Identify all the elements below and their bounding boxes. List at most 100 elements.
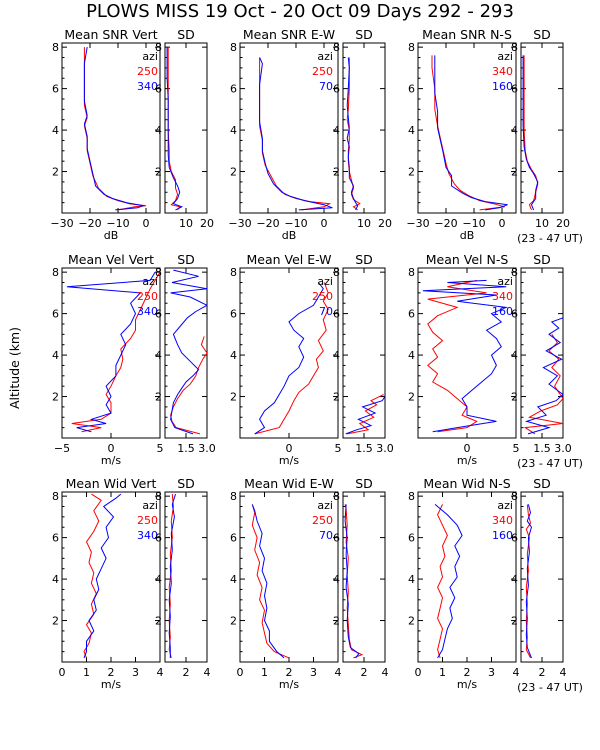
series-group — [522, 55, 539, 211]
legend-entry-red: 340 — [492, 65, 513, 78]
x-tick-label: −30 — [406, 217, 429, 230]
series-group — [259, 57, 333, 211]
y-tick-label: 6 — [511, 532, 518, 545]
y-tick-label: 8 — [333, 41, 340, 54]
x-tick-label: 10 — [179, 217, 193, 230]
legend-heading: azi — [142, 50, 158, 63]
series-group — [170, 269, 207, 435]
x-tick-label: 4 — [157, 666, 164, 679]
x-tick-label: 2 — [464, 666, 471, 679]
series-group — [168, 493, 176, 659]
y-tick-label: 2 — [333, 391, 340, 404]
series-line-red — [344, 504, 364, 659]
y-tick-label: 4 — [155, 124, 162, 137]
series-group — [422, 279, 509, 433]
y-tick-label: 2 — [155, 615, 162, 628]
series-line-blue — [168, 493, 176, 658]
panel-title: SD — [533, 252, 551, 267]
series-line-blue — [83, 493, 122, 659]
x-tick-label: −20 — [434, 217, 457, 230]
legend-heading: azi — [497, 275, 513, 288]
x-tick-label: 0 — [321, 217, 328, 230]
series-line-blue — [346, 57, 359, 211]
panel-2-3: SD 2 4 6 8 2 4 — [333, 476, 389, 679]
legend-entry-red: 340 — [492, 514, 513, 527]
y-tick-label: 8 — [230, 490, 237, 503]
y-tick-label: 2 — [52, 391, 59, 404]
y-tick-label: 2 — [511, 391, 518, 404]
x-tick-label: 5 — [335, 442, 342, 455]
x-axis-label: m/s — [279, 454, 299, 467]
y-tick-label: 2 — [511, 166, 518, 179]
x-tick-label: 4 — [335, 666, 342, 679]
legend-entry-blue: 340 — [137, 305, 158, 318]
x-tick-label: −20 — [78, 217, 101, 230]
x-tick-label: 4 — [382, 666, 389, 679]
legend-heading: azi — [317, 499, 333, 512]
x-tick-label: 2 — [539, 666, 546, 679]
x-tick-label: 3.0 — [376, 442, 394, 455]
y-tick-label: 2 — [511, 615, 518, 628]
legend-entry-blue: 340 — [137, 80, 158, 93]
y-tick-label: 4 — [511, 349, 518, 362]
y-tick-label: 4 — [230, 124, 237, 137]
series-line-red — [431, 55, 505, 211]
y-tick-label: 2 — [230, 391, 237, 404]
x-tick-label: 0 — [464, 442, 471, 455]
y-tick-label: 4 — [511, 573, 518, 586]
panel-0-2: Mean SNR E-W 2 4 6 8 −30 −20 −10 0 dB azi 250 70 — [228, 27, 339, 242]
y-tick-label: 6 — [511, 308, 518, 321]
series-line-blue — [251, 504, 285, 659]
y-tick-label: 4 — [155, 349, 162, 362]
y-tick-label: 4 — [52, 124, 59, 137]
x-tick-label: 1 — [261, 666, 268, 679]
y-tick-label: 2 — [408, 391, 415, 404]
y-tick-label: 6 — [155, 308, 162, 321]
figure-title: PLOWS MISS 19 Oct - 20 Oct 09 Days 292 -… — [86, 1, 514, 22]
y-tick-label: 8 — [155, 490, 162, 503]
y-tick-label: 4 — [333, 124, 340, 137]
panel-title: Mean Vel E-W — [246, 252, 331, 267]
y-tick-label: 2 — [52, 615, 59, 628]
x-tick-label: 5 — [157, 442, 164, 455]
series-group — [345, 394, 385, 435]
panel-2-2: Mean Wid E-W 2 4 6 8 0 1 2 3 4 m/s azi 250 70 — [230, 476, 342, 691]
panel-1-2: Mean Vel E-W 2 4 6 8 0 5 m/s azi 250 70 — [230, 252, 342, 467]
x-tick-label: 0 — [143, 217, 150, 230]
y-tick-label: 4 — [52, 573, 59, 586]
panel-1-5: SD 2 4 6 8 1.5 3.0 — [511, 252, 572, 455]
y-tick-label: 2 — [155, 166, 162, 179]
x-tick-label: 20 — [378, 217, 392, 230]
panel-0-5: SD 2 4 6 8 10 20 — [511, 27, 570, 230]
series-line-blue — [259, 57, 333, 211]
y-tick-label: 2 — [408, 166, 415, 179]
series-line-blue — [344, 504, 360, 659]
legend-heading: azi — [497, 499, 513, 512]
x-tick-label: 20 — [556, 217, 570, 230]
panel-title: SD — [533, 27, 551, 42]
y-tick-label: 8 — [52, 490, 59, 503]
x-tick-label: 10 — [357, 217, 371, 230]
series-group — [251, 504, 290, 659]
x-tick-label: 2 — [286, 666, 293, 679]
plot-frame — [520, 267, 564, 439]
panel-title: SD — [533, 476, 551, 491]
legend-entry-blue: 340 — [137, 529, 158, 542]
x-tick-label: 3 — [132, 666, 139, 679]
x-tick-label: −30 — [50, 217, 73, 230]
series-group — [166, 47, 184, 211]
x-tick-label: −10 — [462, 217, 485, 230]
legend-entry-red: 250 — [312, 65, 333, 78]
x-axis-label: dB — [104, 229, 119, 242]
panel-title: Mean Vel Vert — [68, 252, 154, 267]
x-tick-label: 3.0 — [198, 442, 216, 455]
plot-frame — [520, 42, 564, 214]
y-tick-label: 8 — [408, 41, 415, 54]
series-line-red — [347, 394, 384, 435]
x-axis-label: dB — [282, 229, 297, 242]
y-tick-label: 4 — [408, 124, 415, 137]
y-tick-label: 6 — [155, 83, 162, 96]
panel-0-0: Mean SNR Vert 2 4 6 8 −30 −20 −10 0 dB azi 250 340 — [50, 27, 161, 242]
y-tick-label: 2 — [408, 615, 415, 628]
plot-frame — [417, 42, 517, 214]
